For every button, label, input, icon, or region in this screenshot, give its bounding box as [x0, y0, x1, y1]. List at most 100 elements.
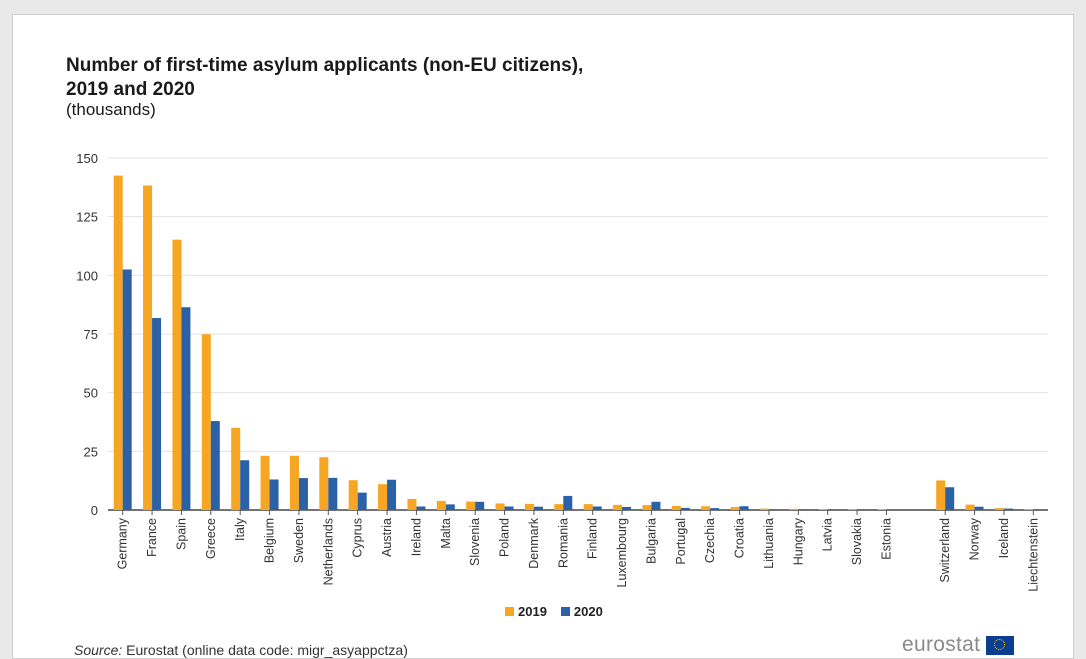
bar-2020 — [622, 506, 632, 510]
legend-item-2020: 2020 — [560, 604, 603, 619]
bar-2019 — [319, 457, 329, 510]
bar-2020 — [651, 501, 661, 510]
x-tick-label: Czechia — [703, 518, 717, 563]
bar-2020 — [210, 421, 220, 510]
bar-2020 — [475, 501, 485, 510]
bar-2019 — [583, 504, 593, 510]
bar-2019 — [407, 498, 417, 510]
bar-2020 — [298, 478, 308, 510]
bar-2019 — [231, 427, 241, 510]
chart-title-line2: 2019 and 2020 — [66, 79, 195, 100]
bar-2019 — [701, 506, 711, 510]
bar-2020 — [504, 506, 514, 510]
bar-2020 — [445, 504, 455, 510]
bar-2019 — [671, 506, 681, 510]
bar-2019 — [289, 455, 299, 510]
bar-2020 — [181, 307, 191, 510]
brand-name: eurostat — [902, 633, 981, 656]
bar-2020 — [710, 508, 720, 510]
legend: 2019 2020 — [505, 604, 603, 619]
bar-2020 — [768, 509, 778, 510]
bar-2020 — [416, 506, 426, 510]
x-tick-label: Italy — [233, 517, 247, 541]
bar-2020 — [533, 506, 543, 510]
bar-2019 — [994, 508, 1004, 510]
bar-2019 — [965, 504, 975, 510]
x-tick-label: Finland — [586, 518, 600, 559]
bar-2020 — [974, 506, 984, 510]
y-tick-label: 25 — [84, 444, 98, 459]
bar-2019 — [495, 503, 505, 510]
x-tick-label: Lithuania — [762, 518, 776, 569]
bar-2020 — [857, 509, 867, 510]
x-tick-label: Croatia — [733, 518, 747, 558]
x-tick-label: Iceland — [997, 518, 1011, 558]
bar-2019 — [877, 509, 887, 510]
eurostat-logo: eurostat — [902, 633, 1015, 657]
legend-item-2019: 2019 — [505, 604, 547, 619]
bar-2020 — [945, 487, 955, 510]
x-tick-label: Belgium — [263, 518, 277, 563]
bar-2019 — [436, 500, 446, 510]
x-tick-label: Bulgaria — [644, 518, 658, 564]
legend-swatch-2020 — [560, 607, 570, 616]
bar-2019 — [1024, 509, 1034, 510]
bar-2020 — [387, 479, 397, 510]
source-label: Source: — [74, 642, 123, 658]
bar-2019 — [378, 484, 388, 510]
x-tick-label: Netherlands — [321, 518, 335, 585]
bar-2019 — [143, 185, 153, 510]
bar-2020 — [357, 492, 367, 510]
bar-2020 — [240, 460, 250, 510]
y-tick-label: 100 — [76, 268, 98, 283]
x-tick-label: Poland — [498, 518, 512, 557]
bar-2019 — [759, 508, 769, 510]
bar-2020 — [739, 506, 749, 510]
source-note: Source: Eurostat (online data code: migr… — [74, 642, 408, 658]
bar-2019 — [789, 508, 799, 510]
x-tick-label: Latvia — [821, 518, 835, 551]
legend-label-2020: 2020 — [573, 604, 603, 619]
y-tick-label: 0 — [91, 503, 98, 518]
bar-2019 — [642, 505, 652, 510]
x-tick-label: Romania — [556, 518, 570, 568]
x-tick-label: Portugal — [674, 518, 688, 565]
chart-subtitle: (thousands) — [66, 100, 156, 119]
bar-2020 — [1033, 509, 1043, 510]
bar-2020 — [122, 269, 132, 510]
y-tick-label: 75 — [84, 327, 98, 342]
x-tick-label: France — [145, 518, 159, 557]
bar-2020 — [798, 509, 808, 510]
bar-2019 — [730, 506, 740, 510]
x-tick-label: Estonia — [879, 518, 893, 560]
x-tick-label: Denmark — [527, 517, 541, 568]
bar-2019 — [260, 455, 270, 510]
x-tick-label: Malta — [439, 518, 453, 549]
bar-2020 — [592, 506, 602, 510]
x-tick-label: Ireland — [409, 518, 423, 556]
bar-2020 — [1003, 508, 1013, 510]
chart-title: Number of first-time asylum applicants (… — [66, 54, 583, 102]
chart-title-line1: Number of first-time asylum applicants (… — [66, 55, 584, 76]
x-tick-label: Germany — [116, 517, 130, 569]
legend-swatch-2019 — [505, 607, 514, 616]
y-tick-label: 150 — [76, 151, 98, 166]
bar-2019 — [613, 504, 623, 510]
bar-2020 — [680, 507, 690, 510]
bar-2020 — [827, 509, 837, 510]
x-tick-label: Spain — [174, 518, 188, 550]
bar-2019 — [172, 239, 182, 510]
bar-2019 — [466, 501, 476, 510]
x-tick-label: Norway — [968, 517, 982, 560]
bar-2019 — [201, 334, 211, 510]
x-tick-label: Liechtenstein — [1026, 518, 1040, 592]
bar-2020 — [152, 318, 162, 510]
bar-2019 — [348, 480, 358, 510]
bar-2020 — [563, 495, 573, 510]
x-tick-label: Greece — [204, 518, 218, 559]
x-tick-label: Slovakia — [850, 518, 864, 565]
bar-2020 — [269, 479, 279, 510]
legend-label-2019: 2019 — [518, 604, 547, 619]
x-tick-label: Hungary — [791, 517, 805, 565]
